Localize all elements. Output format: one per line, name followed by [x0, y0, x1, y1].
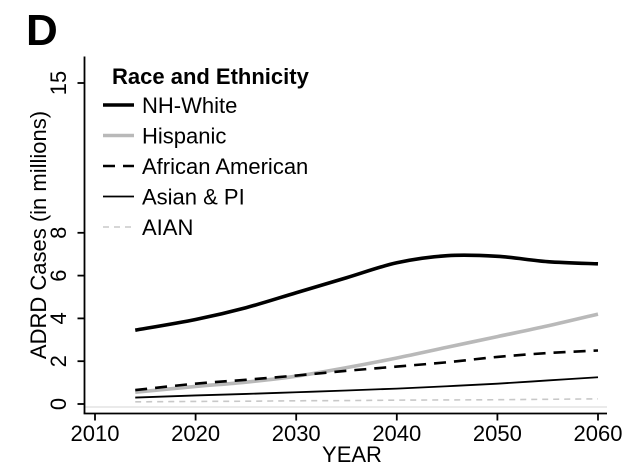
legend-title: Race and Ethnicity [112, 64, 310, 89]
legend-label-nh-white: NH-White [142, 93, 237, 118]
legend-label-aian: AIAN [142, 215, 193, 240]
y-axis-title: ADRD Cases (in millions) [26, 111, 51, 359]
series-line-aian [135, 398, 599, 403]
y-tick-label: 0 [46, 398, 71, 410]
x-tick-label: 2040 [372, 421, 421, 446]
axes-layer: 0 2 4 6 8 15 2010 2020 2030 2040 2050 2060 [46, 56, 623, 446]
panel-label: D [26, 6, 58, 55]
x-tick-label: 2050 [473, 421, 522, 446]
series-line-nh-white [134, 253, 599, 332]
y-tick-label: 2 [46, 355, 71, 367]
series-line-african-american [135, 349, 599, 392]
x-tick-label: 2060 [574, 421, 623, 446]
x-tick-label: 2020 [171, 421, 220, 446]
series-line-asian-pi [135, 376, 599, 399]
y-tick-label: 6 [46, 269, 71, 281]
y-tick-label: 4 [46, 312, 71, 324]
legend-label-asian-pi: Asian & PI [142, 185, 245, 210]
x-tick-label: 2030 [272, 421, 321, 446]
x-tick-label: 2010 [71, 421, 120, 446]
series-line-hispanic [135, 312, 599, 395]
y-tick-label: 8 [46, 227, 71, 239]
y-tick-label: 15 [46, 71, 71, 95]
legend-layer: NH-White Hispanic African American Asian & … [103, 93, 308, 240]
legend-label-hispanic: Hispanic [142, 124, 226, 149]
x-axis-title: YEAR [322, 442, 382, 467]
legend-label-african-american: African American [142, 154, 308, 179]
series-layer [134, 253, 599, 403]
